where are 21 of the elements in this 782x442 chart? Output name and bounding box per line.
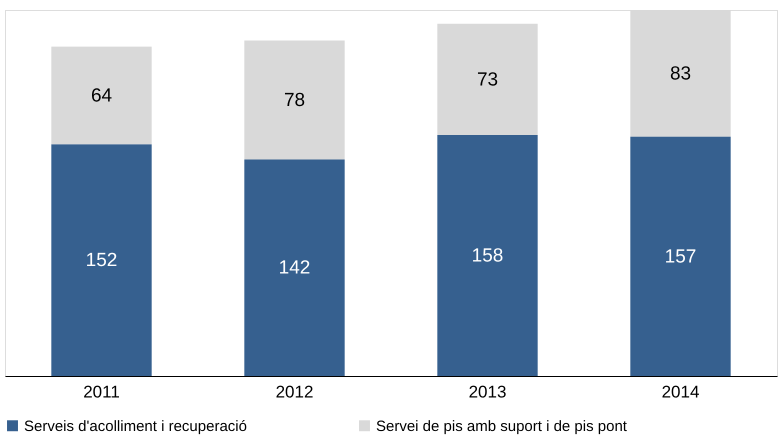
data-label: 83 (670, 63, 692, 84)
x-tick-label: 2012 (276, 382, 314, 402)
bar (437, 24, 538, 136)
bar (244, 159, 345, 376)
data-label: 78 (284, 90, 306, 111)
data-label: 157 (664, 246, 696, 268)
bar (630, 136, 731, 376)
data-label: 158 (472, 246, 504, 267)
legend-label: Serveis d'acolliment i recuperació (24, 418, 247, 435)
bar (51, 144, 152, 376)
bar (51, 46, 152, 144)
data-label: 73 (476, 69, 498, 90)
data-label: 142 (278, 258, 310, 279)
data-label: 152 (86, 250, 118, 272)
bar (244, 40, 345, 160)
x-tick-label: 2014 (662, 382, 700, 402)
x-tick-label: 2013 (468, 382, 506, 402)
data-label: 64 (90, 85, 112, 106)
x-tick-label: 2011 (83, 382, 120, 402)
legend-label: Servei de pis amb suport i de pis pont (376, 418, 628, 435)
bar (437, 135, 538, 376)
